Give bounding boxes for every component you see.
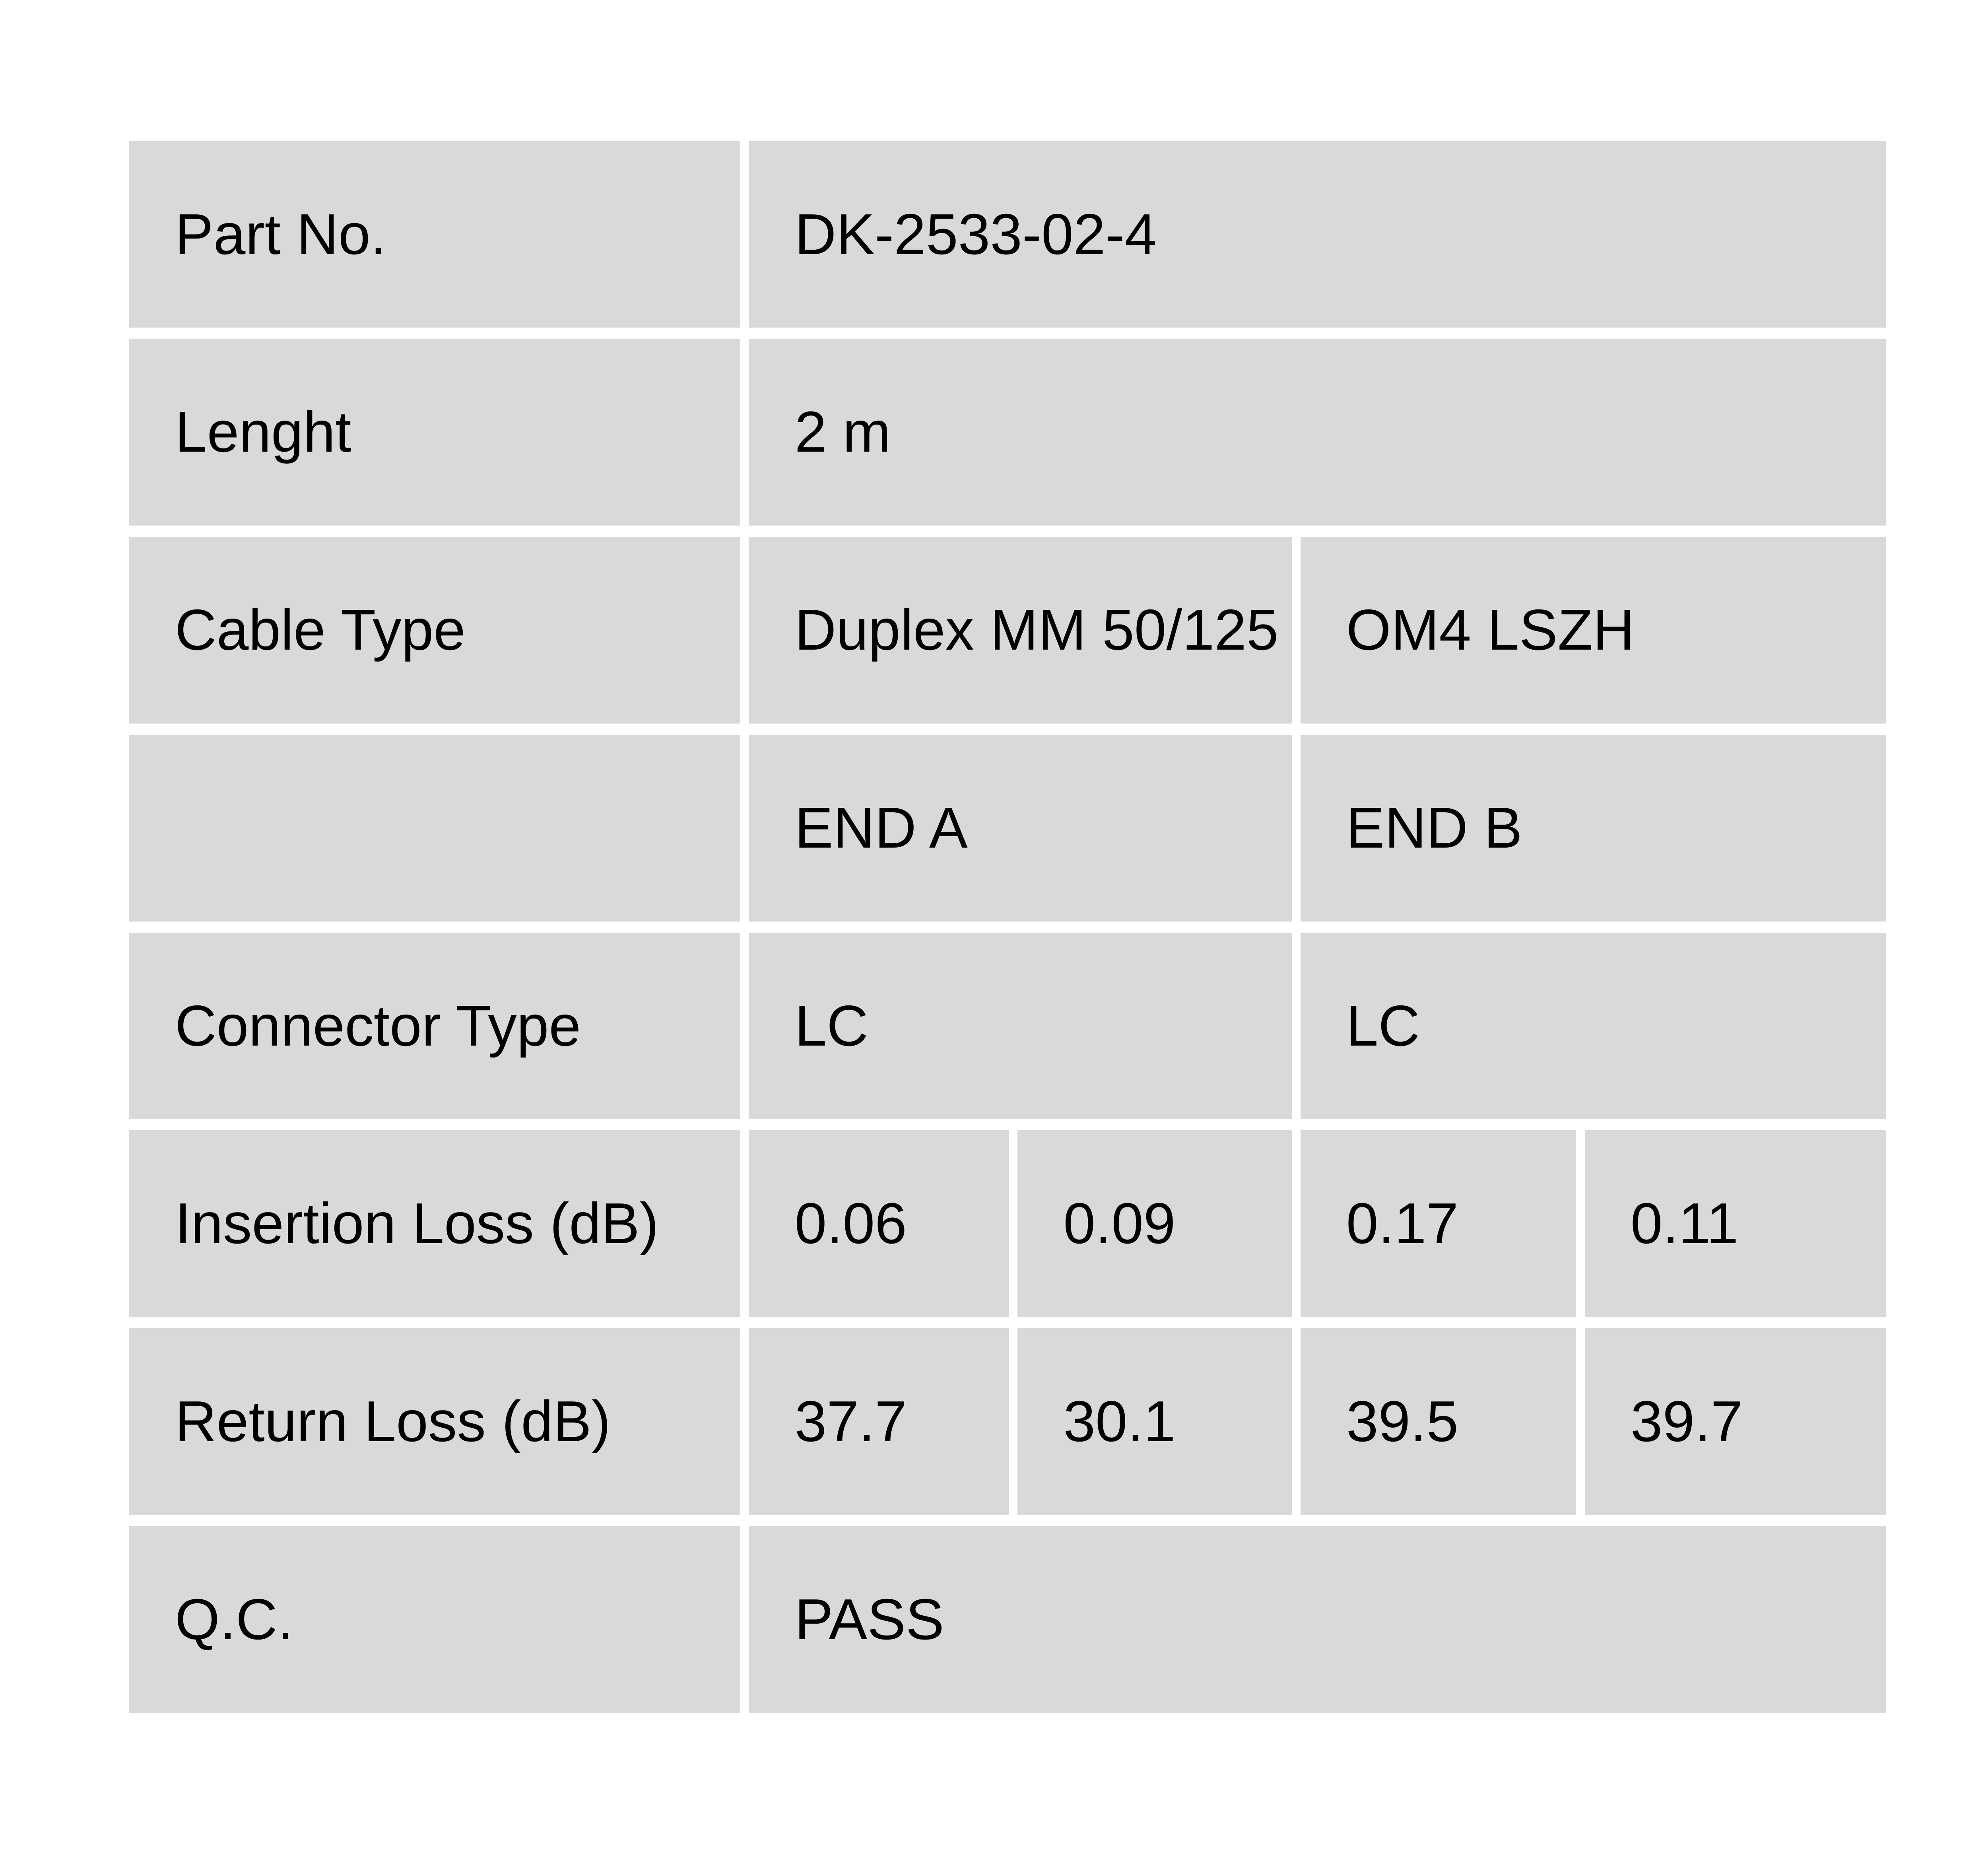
row-label-cell	[129, 734, 741, 922]
value-cell: 0.11	[1584, 1130, 1886, 1318]
value-cell: 2 m	[749, 339, 1886, 526]
row-label-cell: Return Loss (dB)	[129, 1328, 741, 1515]
row-label-cell: Connector Type	[129, 932, 741, 1120]
value-cell: END B	[1300, 734, 1886, 922]
value-cell: LC	[1300, 932, 1886, 1120]
row-label-cell: Q.C.	[129, 1526, 741, 1713]
value-cell: LC	[749, 932, 1292, 1120]
value-cell: 39.7	[1584, 1328, 1886, 1515]
row-label-cell: Insertion Loss (dB)	[129, 1130, 741, 1318]
value-cell: 30.1	[1017, 1328, 1292, 1515]
value-cell: Duplex MM 50/125	[749, 537, 1292, 724]
value-cell: 0.06	[749, 1130, 1009, 1318]
value-cell: PASS	[749, 1526, 1886, 1713]
row-label-cell: Part No.	[129, 141, 741, 328]
value-cell: 0.17	[1300, 1130, 1576, 1318]
value-cell: OM4 LSZH	[1300, 537, 1886, 724]
value-cell: 37.7	[749, 1328, 1009, 1515]
product-spec-table: Part No. DK-2533-02-4 Lenght 2 m Cable Type D…	[129, 141, 1886, 1713]
row-label-cell: Lenght	[129, 339, 741, 526]
value-cell: 0.09	[1017, 1130, 1292, 1318]
value-cell: DK-2533-02-4	[749, 141, 1886, 328]
value-cell: 39.5	[1300, 1328, 1576, 1515]
value-cell: END A	[749, 734, 1292, 922]
row-label-cell: Cable Type	[129, 537, 741, 724]
